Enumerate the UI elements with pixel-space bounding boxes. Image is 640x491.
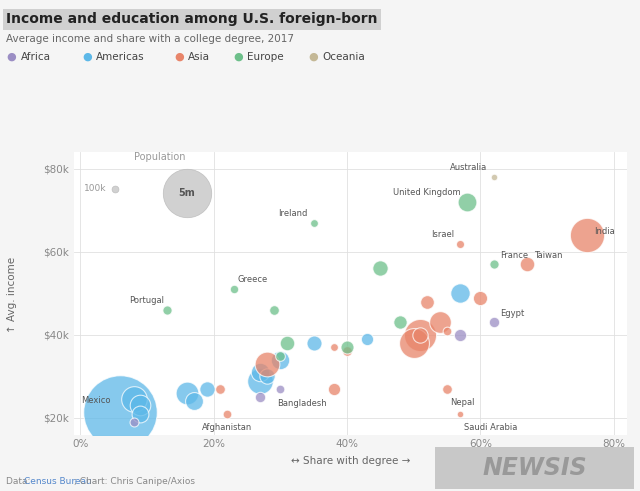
Point [129, 418, 139, 426]
Text: ●: ● [308, 52, 318, 61]
Point [328, 385, 339, 393]
Point [228, 285, 239, 293]
Point [455, 290, 465, 298]
Point [182, 189, 192, 197]
Text: ●: ● [6, 52, 16, 61]
Point [202, 385, 212, 393]
Text: France: France [500, 251, 529, 260]
Point [462, 198, 472, 206]
Point [342, 343, 352, 351]
Text: Greece: Greece [237, 275, 268, 284]
Point [255, 368, 266, 376]
Point [162, 306, 172, 314]
Point [308, 339, 319, 347]
Point [135, 410, 145, 418]
Point [442, 385, 452, 393]
Text: Income and education among U.S. foreign-born: Income and education among U.S. foreign-… [6, 12, 378, 27]
Text: Ireland: Ireland [278, 209, 307, 218]
Text: NEWSIS: NEWSIS [482, 456, 587, 480]
Text: Population: Population [134, 152, 185, 162]
Text: Saudi Arabia: Saudi Arabia [464, 423, 517, 432]
Point [582, 231, 592, 239]
Text: Oceania: Oceania [323, 52, 365, 61]
Text: Afghanistan: Afghanistan [202, 423, 252, 432]
Point [422, 298, 432, 305]
Point [476, 294, 486, 301]
Text: Egypt: Egypt [500, 309, 525, 318]
Point [489, 260, 499, 268]
Point [455, 410, 465, 418]
Text: Portugal: Portugal [129, 296, 164, 305]
Point [222, 410, 232, 418]
Point [115, 408, 125, 415]
Point [110, 185, 120, 193]
Point [328, 343, 339, 351]
Text: 100k: 100k [84, 185, 107, 193]
Text: Nepal: Nepal [451, 398, 475, 407]
Point [362, 335, 372, 343]
Text: ; Chart: Chris Canipe/Axios: ; Chart: Chris Canipe/Axios [74, 477, 195, 486]
Text: United Kingdom: United Kingdom [393, 188, 460, 197]
Text: Asia: Asia [188, 52, 210, 61]
Point [489, 173, 499, 181]
Point [415, 331, 426, 339]
Point [522, 260, 532, 268]
Point [442, 327, 452, 335]
Text: ↔ Share with degree →: ↔ Share with degree → [291, 456, 410, 465]
Point [342, 348, 352, 355]
Point [269, 306, 279, 314]
Text: Taiwan: Taiwan [534, 251, 563, 260]
Text: ●: ● [174, 52, 184, 61]
Point [275, 356, 285, 364]
Text: Census Bureau: Census Bureau [24, 477, 92, 486]
Text: Europe: Europe [247, 52, 284, 61]
Text: Israel: Israel [431, 230, 454, 239]
Point [275, 352, 285, 359]
Point [282, 339, 292, 347]
Point [375, 265, 385, 273]
Point [275, 385, 285, 393]
Point [255, 377, 266, 384]
Text: Australia: Australia [450, 163, 487, 172]
Point [215, 385, 225, 393]
Text: India: India [594, 226, 614, 236]
Point [489, 319, 499, 327]
Text: ●: ● [82, 52, 92, 61]
Point [189, 397, 199, 405]
Point [308, 219, 319, 227]
Point [455, 331, 465, 339]
Text: Mexico: Mexico [81, 396, 110, 406]
Point [262, 360, 272, 368]
Text: Average income and share with a college degree, 2017: Average income and share with a college … [6, 34, 294, 44]
Point [409, 339, 419, 347]
Point [435, 319, 445, 327]
Text: Bangladesh: Bangladesh [277, 399, 327, 408]
Point [135, 402, 145, 409]
Text: Africa: Africa [20, 52, 51, 61]
Point [129, 395, 139, 403]
Point [255, 393, 266, 401]
Point [262, 373, 272, 381]
Point [182, 389, 192, 397]
Text: ↑ Avg. income: ↑ Avg. income [6, 256, 17, 333]
Text: 5m: 5m [179, 188, 195, 198]
Point [415, 331, 426, 339]
Point [455, 240, 465, 247]
Text: ●: ● [233, 52, 243, 61]
Text: Americas: Americas [96, 52, 145, 61]
Text: Data:: Data: [6, 477, 34, 486]
Point [396, 319, 406, 327]
